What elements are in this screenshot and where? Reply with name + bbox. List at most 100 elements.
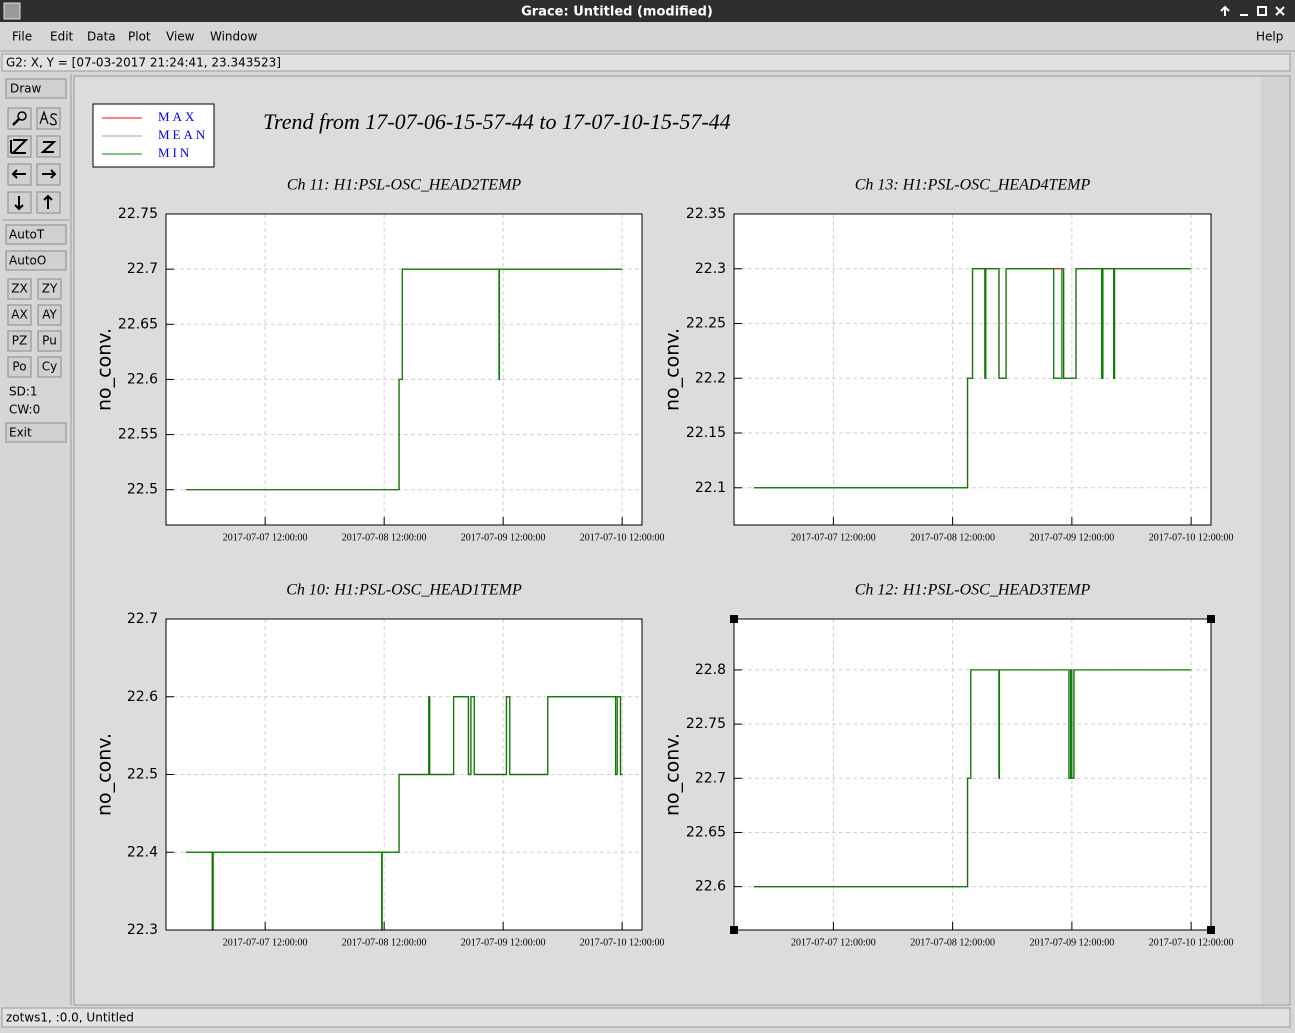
handle[interactable] [730, 926, 738, 934]
y-tick-label: 22.65 [686, 824, 726, 840]
icon-buttons [7, 107, 61, 214]
plot-frame [165, 213, 643, 526]
status-bar [1, 1007, 1291, 1028]
coordinate-box [1, 53, 1291, 72]
tool-button[interactable] [37, 278, 62, 300]
exit-button[interactable] [5, 422, 67, 443]
menu-item[interactable]: File [12, 30, 32, 44]
tool-button-label: AY [42, 308, 57, 322]
y-tick-label: 22.75 [118, 206, 158, 222]
x-tick-label: 2017-07-10 12:00:00 [580, 532, 665, 543]
x-tick-label: 2017-07-09 12:00:00 [461, 937, 546, 948]
tool-button[interactable] [7, 278, 32, 300]
y-tick-label: 22.75 [686, 716, 726, 732]
info-text: CW:0 [9, 403, 40, 417]
x-tick-label: 2017-07-09 12:00:00 [1030, 532, 1115, 543]
y-tick-label: 22.7 [127, 261, 158, 277]
tool-button[interactable] [7, 304, 32, 326]
tool-button[interactable] [7, 356, 32, 378]
graph-title: Trend from 17-07-06-15-57-44 to 17-07-10… [263, 109, 731, 134]
auto-button-label: AutoO [9, 254, 46, 268]
menu-item[interactable]: Plot [128, 30, 151, 44]
plot-area [734, 619, 1211, 930]
y-tick-label: 22.4 [127, 844, 158, 860]
x-tick-label: 2017-07-10 12:00:00 [1149, 937, 1234, 948]
plot-title: Ch 13: H1:PSL-OSC_HEAD4TEMP [855, 177, 1091, 194]
tool-button[interactable] [37, 330, 62, 352]
menu-item[interactable]: Window [210, 30, 258, 44]
title-bar [0, 0, 1295, 22]
x-tick-label: 2017-07-08 12:00:00 [910, 937, 995, 948]
tool-button[interactable] [37, 304, 62, 326]
close-button[interactable] [1275, 6, 1285, 16]
plot-title: Ch 10: H1:PSL-OSC_HEAD1TEMP [286, 582, 522, 599]
plot-frame [733, 618, 1212, 931]
text-button[interactable] [36, 107, 61, 130]
menu-item[interactable]: Edit [50, 30, 74, 44]
status-text: zotws1, :0.0, Untitled [6, 1011, 134, 1025]
tool-button-label: Cy [42, 360, 57, 374]
info-text: SD:1 [9, 385, 38, 399]
zoom-in-icon [10, 139, 29, 154]
plot: Ch 13: H1:PSL-OSC_HEAD4TEMP no_conv. 22.1 2… [662, 177, 1234, 544]
x-tick-label: 2017-07-07 12:00:00 [223, 532, 308, 543]
tool-button-label: ZX [11, 282, 27, 296]
plot: Ch 11: H1:PSL-OSC_HEAD2TEMP no_conv. 22.5 2… [94, 177, 665, 544]
maximize-button[interactable] [1257, 6, 1267, 16]
draw-button[interactable] [5, 78, 67, 99]
y-tick-label: 22.25 [686, 316, 726, 332]
x-tick-label: 2017-07-09 12:00:00 [461, 532, 546, 543]
y-tick-label: 22.15 [686, 425, 726, 441]
tool-button-label: Pu [42, 334, 57, 348]
text-icon [39, 110, 58, 126]
y-axis-label: no_conv. [662, 328, 684, 411]
auto-button[interactable] [5, 250, 67, 271]
right-icon [42, 169, 57, 179]
canvas-margin [1261, 77, 1289, 1004]
y-tick-label: 22.65 [118, 316, 158, 332]
handle[interactable] [1207, 615, 1215, 623]
down-icon [14, 196, 24, 211]
legend: MAX MEAN MIN [102, 109, 208, 160]
x-tick-label: 2017-07-07 12:00:00 [791, 532, 876, 543]
plot-frame [733, 213, 1212, 526]
plot-title: Ch 11: H1:PSL-OSC_HEAD2TEMP [287, 177, 522, 194]
menu-item[interactable]: View [166, 30, 195, 44]
menu-bar: File Edit Data Plot View Window Help [12, 30, 1283, 44]
menu-item[interactable]: Help [1256, 30, 1283, 44]
tool-button-label: PZ [12, 334, 27, 348]
x-tick-label: 2017-07-08 12:00:00 [910, 532, 995, 543]
series-line [185, 268, 623, 491]
x-tick-label: 2017-07-07 12:00:00 [223, 937, 308, 948]
y-tick-label: 22.2 [695, 370, 726, 386]
y-tick-label: 22.6 [127, 371, 158, 387]
y-tick-label: 22.8 [695, 662, 726, 678]
y-axis-label: no_conv. [94, 733, 116, 816]
x-tick-label: 2017-07-10 12:00:00 [580, 937, 665, 948]
tool-button[interactable] [7, 330, 32, 352]
auto-button[interactable] [5, 224, 67, 245]
toolbar: AutoT AutoO ZX ZY AX AY PZ Pu Po Cy SD:1 CW:0 Exit [5, 224, 67, 443]
handle[interactable] [1207, 926, 1215, 934]
plot: Ch 12: H1:PSL-OSC_HEAD3TEMP no_conv. 22.6 2… [662, 582, 1234, 949]
draw-button-label: Draw [10, 82, 42, 96]
x-tick-label: 2017-07-09 12:00:00 [1030, 937, 1115, 948]
series-line [753, 268, 1192, 489]
tool-button[interactable] [37, 356, 62, 378]
x-tick-label: 2017-07-08 12:00:00 [342, 937, 427, 948]
y-tick-label: 22.35 [686, 206, 726, 222]
window-title: Grace: Untitled (modified) [521, 5, 713, 20]
y-tick-label: 22.5 [127, 767, 158, 783]
y-tick-label: 22.6 [695, 879, 726, 895]
auto-button-label: AutoT [9, 228, 45, 242]
window-controls[interactable] [1220, 5, 1285, 16]
menu-item[interactable]: Data [87, 30, 116, 44]
legend-label: MEAN [158, 127, 208, 142]
plot-frame [165, 618, 643, 931]
raise-button[interactable] [1220, 5, 1230, 16]
handle[interactable] [730, 615, 738, 623]
y-tick-label: 22.6 [127, 689, 158, 705]
y-tick-label: 22.7 [695, 770, 726, 786]
tool-button-label: Po [12, 360, 26, 374]
